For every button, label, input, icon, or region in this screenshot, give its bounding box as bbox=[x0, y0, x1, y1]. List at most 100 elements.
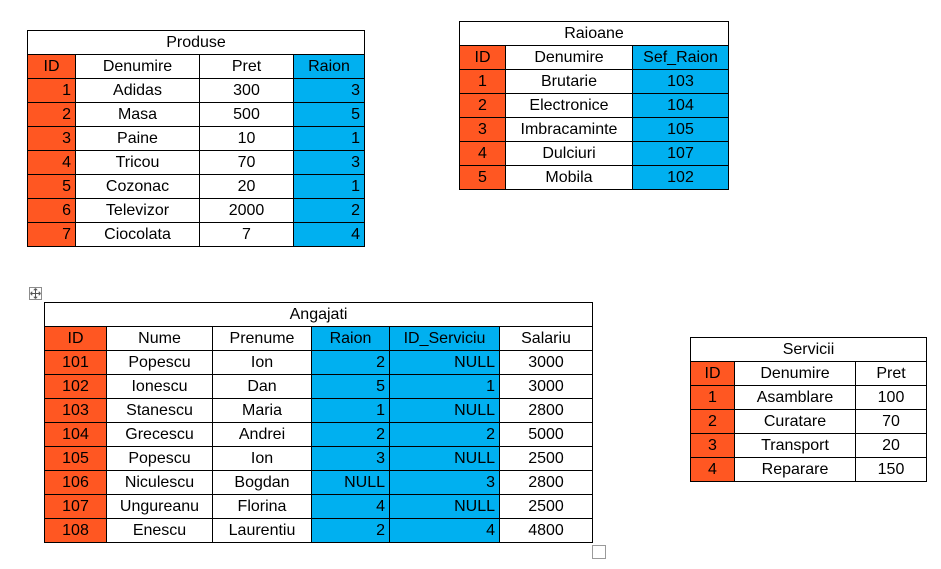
raioane-cell: Imbracaminte bbox=[505, 117, 633, 142]
angajati-cell: 5000 bbox=[498, 422, 594, 447]
servicii-table-row: 2 Curatare 70 bbox=[690, 409, 927, 434]
produse-cell: Tricou bbox=[75, 150, 200, 175]
angajati-header-row: ID Nume Prenume Raion ID_Serviciu Salariu bbox=[44, 326, 594, 351]
angajati-cell: Grecescu bbox=[106, 422, 213, 447]
angajati-cell: Laurentiu bbox=[212, 518, 312, 543]
servicii-cell: 20 bbox=[855, 433, 927, 458]
servicii-table-row: 4 Reparare 150 bbox=[690, 457, 927, 482]
angajati-cell: 1 bbox=[311, 398, 390, 423]
raioane-cell: 3 bbox=[459, 117, 506, 142]
angajati-column-header: Salariu bbox=[498, 326, 594, 351]
angajati-cell: 4 bbox=[311, 494, 390, 519]
angajati-cell: 2 bbox=[311, 350, 390, 375]
servicii-cell: 2 bbox=[690, 409, 735, 434]
produse-cell: 70 bbox=[199, 150, 294, 175]
raioane-cell: 2 bbox=[459, 93, 506, 118]
raioane-cell: Brutarie bbox=[505, 69, 633, 94]
angajati-cell: Popescu bbox=[106, 350, 213, 375]
table-move-handle-icon[interactable] bbox=[29, 287, 42, 300]
angajati-cell: 107 bbox=[44, 494, 107, 519]
servicii-table-row: 1 Asamblare 100 bbox=[690, 385, 927, 410]
angajati-cell: 104 bbox=[44, 422, 107, 447]
raioane-table-row: 5 Mobila 102 bbox=[459, 165, 730, 190]
angajati-table-row: 104 Grecescu Andrei 2 2 5000 bbox=[44, 422, 594, 447]
angajati-cell: 2 bbox=[389, 422, 500, 447]
angajati-cell: Dan bbox=[212, 374, 312, 399]
raioane-title: Raioane bbox=[458, 21, 730, 46]
produse-cell: 4 bbox=[292, 222, 366, 247]
raioane-header-row: ID Denumire Sef_Raion bbox=[459, 45, 730, 70]
produse-cell: 20 bbox=[199, 174, 294, 199]
produse-cell: 5 bbox=[292, 102, 366, 127]
raioane-cell: Dulciuri bbox=[505, 141, 633, 166]
angajati-table-row: 102 Ionescu Dan 5 1 3000 bbox=[44, 374, 594, 399]
servicii-cell: Curatare bbox=[734, 409, 856, 434]
angajati-cell: 102 bbox=[44, 374, 107, 399]
produse-column-header: Raion bbox=[292, 54, 366, 79]
produse-cell: 7 bbox=[27, 222, 76, 247]
angajati-cell: NULL bbox=[389, 494, 500, 519]
produse-cell: Televizor bbox=[75, 198, 200, 223]
angajati-cell: 3 bbox=[389, 470, 500, 495]
produse-table-row: 2 Masa 500 5 bbox=[27, 102, 366, 127]
produse-cell: 3 bbox=[27, 126, 76, 151]
angajati-cell: 3 bbox=[311, 446, 390, 471]
angajati-cell: 106 bbox=[44, 470, 107, 495]
angajati-title: Angajati bbox=[43, 302, 594, 327]
table-servicii: Servicii ID Denumire Pret 1 Asamblare 100 2 Cura… bbox=[690, 337, 927, 482]
servicii-cell: Reparare bbox=[734, 457, 856, 482]
angajati-cell: Ion bbox=[212, 446, 312, 471]
angajati-cell: Stanescu bbox=[106, 398, 213, 423]
produse-cell: Masa bbox=[75, 102, 200, 127]
angajati-cell: 101 bbox=[44, 350, 107, 375]
produse-cell: 2 bbox=[292, 198, 366, 223]
table-produse: Produse ID Denumire Pret Raion 1 Adidas 300 3 2 Ma… bbox=[26, 30, 366, 247]
angajati-column-header: Nume bbox=[106, 326, 213, 351]
servicii-cell: 150 bbox=[855, 457, 927, 482]
raioane-table-row: 4 Dulciuri 107 bbox=[459, 141, 730, 166]
raioane-cell: 4 bbox=[459, 141, 506, 166]
produse-cell: 10 bbox=[199, 126, 294, 151]
raioane-column-header: Sef_Raion bbox=[631, 45, 730, 70]
servicii-cell: Asamblare bbox=[734, 385, 856, 410]
produse-title: Produse bbox=[26, 30, 366, 55]
produse-table-row: 4 Tricou 70 3 bbox=[27, 150, 366, 175]
produse-cell: 1 bbox=[292, 174, 366, 199]
produse-cell: 1 bbox=[292, 126, 366, 151]
produse-cell: 1 bbox=[27, 78, 76, 103]
raioane-cell: 1 bbox=[459, 69, 506, 94]
produse-cell: 2000 bbox=[199, 198, 294, 223]
produse-table-row: 1 Adidas 300 3 bbox=[27, 78, 366, 103]
angajati-cell: 2 bbox=[311, 518, 390, 543]
angajati-cell: NULL bbox=[311, 470, 390, 495]
raioane-column-header: Denumire bbox=[505, 45, 633, 70]
raioane-cell: Mobila bbox=[505, 165, 633, 190]
raioane-cell: 103 bbox=[631, 69, 730, 94]
table-resize-handle-icon[interactable] bbox=[592, 545, 606, 559]
raioane-cell: 107 bbox=[631, 141, 730, 166]
raioane-table-row: 2 Electronice 104 bbox=[459, 93, 730, 118]
produse-cell: 3 bbox=[292, 150, 366, 175]
produse-table-row: 7 Ciocolata 7 4 bbox=[27, 222, 366, 247]
angajati-cell: Ion bbox=[212, 350, 312, 375]
servicii-cell: 1 bbox=[690, 385, 735, 410]
angajati-table-row: 108 Enescu Laurentiu 2 4 4800 bbox=[44, 518, 594, 543]
angajati-cell: 3000 bbox=[498, 350, 594, 375]
raioane-column-header: ID bbox=[459, 45, 506, 70]
angajati-column-header: Raion bbox=[311, 326, 390, 351]
angajati-cell: Andrei bbox=[212, 422, 312, 447]
produse-cell: 5 bbox=[27, 174, 76, 199]
angajati-cell: 2800 bbox=[498, 470, 594, 495]
produse-column-header: Pret bbox=[199, 54, 294, 79]
servicii-cell: 100 bbox=[855, 385, 927, 410]
produse-cell: Adidas bbox=[75, 78, 200, 103]
servicii-cell: 3 bbox=[690, 433, 735, 458]
angajati-column-header: Prenume bbox=[212, 326, 312, 351]
angajati-cell: 2 bbox=[311, 422, 390, 447]
angajati-cell: Ionescu bbox=[106, 374, 213, 399]
angajati-table-row: 106 Niculescu Bogdan NULL 3 2800 bbox=[44, 470, 594, 495]
angajati-cell: Popescu bbox=[106, 446, 213, 471]
raioane-cell: 5 bbox=[459, 165, 506, 190]
angajati-cell: 108 bbox=[44, 518, 107, 543]
angajati-cell: 105 bbox=[44, 446, 107, 471]
